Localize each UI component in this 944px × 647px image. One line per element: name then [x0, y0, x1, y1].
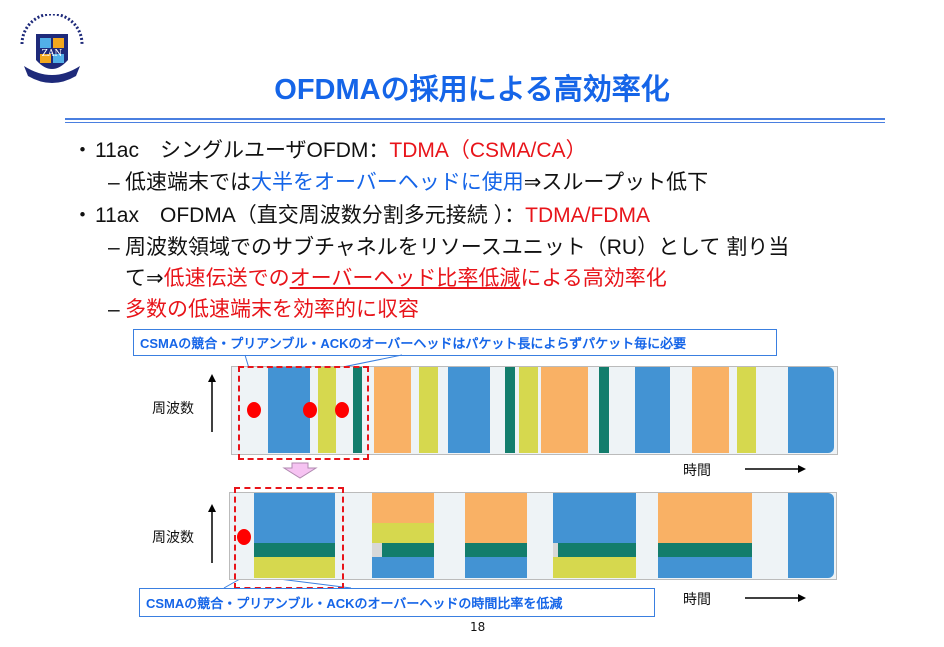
bullet-text: 多数の低速端末を効率的に収容 — [125, 298, 419, 321]
bullet-text: TDMA（CSMA/CA） — [389, 139, 587, 162]
highlight-box-top — [238, 366, 369, 460]
bullet-line: て⇒低速伝送でのオーバーヘッド比率低減による高効率化 — [108, 262, 667, 292]
bullet-text: 低速端末では — [125, 171, 251, 194]
yellow-packet — [737, 367, 756, 453]
bullet-line: – 周波数領域でのサブチャネルをリソースユニット（RU）として 割り当 — [108, 231, 789, 261]
green-resource-unit — [558, 543, 636, 557]
orange-resource-unit — [465, 493, 527, 543]
page-number: 18 — [470, 620, 486, 634]
green-resource-unit — [382, 543, 434, 557]
green-packet — [599, 367, 609, 453]
blue-resource-unit — [254, 493, 335, 543]
y-axis-label: 周波数 — [152, 401, 194, 417]
bullet-marker: – — [108, 298, 120, 321]
title-rule — [65, 122, 885, 123]
bullet-marker: – — [108, 171, 120, 194]
bullet-text: 大半をオーバーヘッドに使用 — [251, 171, 524, 194]
highlight-box-bottom — [234, 487, 344, 589]
yellow-resource-unit — [553, 557, 636, 578]
bullet-line: ・11ac シングルユーザOFDM：TDMA（CSMA/CA） — [72, 134, 587, 164]
bullet-text: オーバーヘッド比率低減 — [289, 267, 521, 290]
orange-packet — [374, 367, 411, 453]
bullet-line: – 低速端末では大半をオーバーヘッドに使用⇒スループット低下 — [108, 166, 708, 196]
idle-resource-unit — [372, 543, 382, 557]
yellow-resource-unit — [372, 523, 434, 543]
blue-packet — [788, 493, 834, 578]
blue-packet — [448, 367, 490, 453]
bullet-line: ・11ax OFDMA（直交周波数分割多元接続 ）：TDMA/FDMA — [72, 199, 650, 229]
green-packet — [353, 367, 362, 453]
bullet-text: 低速伝送での — [163, 267, 290, 290]
bullet-text: 11ax OFDMA（直交周波数分割多元接続 ）： — [95, 204, 526, 227]
blue-resource-unit — [372, 557, 434, 578]
yellow-resource-unit — [254, 557, 335, 578]
bullet-text: て⇒ — [125, 267, 164, 290]
blue-packet — [635, 367, 670, 453]
yellow-packet — [419, 367, 438, 453]
green-packet — [505, 367, 515, 453]
university-logo: ZAN — [20, 14, 84, 83]
overhead-dot — [303, 402, 317, 418]
yellow-packet — [318, 367, 336, 453]
bullet-marker: ・ — [72, 204, 93, 227]
blue-resource-unit — [465, 557, 527, 578]
bullet-marker: – — [108, 236, 120, 259]
bullet-line: – 多数の低速端末を効率的に収容 — [108, 293, 419, 323]
overhead-dot — [237, 529, 251, 545]
slide-title: OFDMAの採用による高効率化 — [274, 74, 670, 106]
svg-text:ZAN: ZAN — [42, 49, 63, 59]
blue-resource-unit — [658, 557, 752, 578]
y-axis-label: 周波数 — [152, 530, 194, 546]
bullet-text: 11ac シングルユーザOFDM： — [95, 139, 390, 162]
blue-packet — [788, 367, 834, 453]
green-resource-unit — [254, 543, 335, 557]
bullet-text: 周波数領域でのサブチャネルをリソースユニット（RU）として 割り当 — [125, 236, 790, 259]
x-axis-label: 時間 — [683, 463, 711, 479]
orange-resource-unit — [372, 493, 434, 523]
green-resource-unit — [658, 543, 752, 557]
orange-packet — [692, 367, 729, 453]
overhead-dot — [247, 402, 261, 418]
overhead-dot — [335, 402, 349, 418]
yellow-packet — [519, 367, 538, 453]
blue-resource-unit — [553, 493, 636, 543]
bullet-text: ⇒スループット低下 — [523, 171, 709, 194]
bullet-text: TDMA/FDMA — [525, 204, 650, 227]
green-resource-unit — [465, 543, 527, 557]
orange-resource-unit — [658, 493, 752, 543]
callout-bottom: CSMAの競合・プリアンブル・ACKのオーバーヘッドの時間比率を低減 — [139, 588, 655, 617]
idle-resource-unit — [553, 543, 558, 557]
callout-top: CSMAの競合・プリアンブル・ACKのオーバーヘッドはパケット長によらずパケット… — [133, 329, 777, 356]
bullet-marker: ・ — [72, 139, 93, 162]
orange-packet — [541, 367, 588, 453]
x-axis-label: 時間 — [683, 592, 711, 608]
title-rule — [65, 118, 885, 120]
bullet-text: による高効率化 — [520, 267, 667, 290]
